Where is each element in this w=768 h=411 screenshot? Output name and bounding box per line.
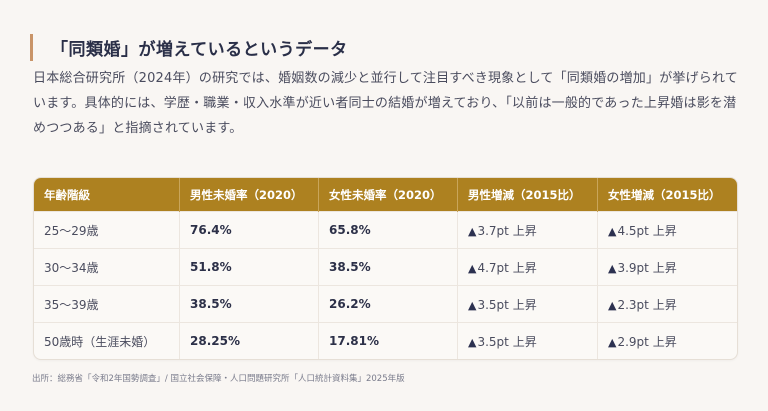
male-change-cell: ▲3.5pt 上昇 — [457, 285, 598, 323]
table-row: 35〜39歳 38.5% 26.2% ▲3.5pt 上昇 ▲2.3pt 上昇 — [34, 285, 737, 323]
header-male-rate: 男性未婚率（2020） — [179, 178, 319, 212]
male-change-cell: ▲3.7pt 上昇 — [457, 211, 598, 249]
triangle-up-icon: ▲ — [468, 298, 477, 312]
age-cell: 30〜34歳 — [34, 248, 180, 286]
header-female-rate: 女性未婚率（2020） — [318, 178, 458, 212]
female-change-value: 2.3pt 上昇 — [617, 297, 677, 312]
table-header-row: 年齢階級 男性未婚率（2020） 女性未婚率（2020） 男性増減（2015比）… — [34, 178, 737, 212]
female-rate-cell: 26.2% — [318, 285, 458, 323]
female-rate-cell: 17.81% — [318, 322, 458, 359]
intro-paragraph: 日本総合研究所（2024年）の研究では、婚姻数の減少と並行して注目すべき現象とし… — [33, 71, 739, 136]
female-change-value: 3.9pt 上昇 — [617, 260, 677, 275]
triangle-up-icon: ▲ — [608, 298, 617, 312]
male-change-cell: ▲4.7pt 上昇 — [457, 248, 598, 286]
female-rate-cell: 65.8% — [318, 211, 458, 249]
table-row: 50歳時（生涯未婚） 28.25% 17.81% ▲3.5pt 上昇 ▲2.9p… — [34, 322, 737, 359]
male-change-value: 3.5pt 上昇 — [477, 334, 537, 349]
triangle-up-icon: ▲ — [468, 335, 477, 349]
triangle-up-icon: ▲ — [608, 224, 617, 238]
header-female-change: 女性増減（2015比） — [597, 178, 737, 212]
male-rate-cell: 28.25% — [179, 322, 319, 359]
unmarried-rate-table: 年齢階級 男性未婚率（2020） 女性未婚率（2020） 男性増減（2015比）… — [33, 177, 738, 360]
female-change-cell: ▲2.9pt 上昇 — [597, 322, 737, 359]
source-note: 出所：総務省「令和2年国勢調査」/ 国立社会保障・人口問題研究所「人口統計資料集… — [32, 374, 405, 384]
section-heading: 「同類婚」が増えているというデータ — [30, 34, 348, 62]
header-male-change: 男性増減（2015比） — [457, 178, 598, 212]
triangle-up-icon: ▲ — [608, 335, 617, 349]
triangle-up-icon: ▲ — [468, 261, 477, 275]
male-rate-cell: 51.8% — [179, 248, 319, 286]
female-change-value: 4.5pt 上昇 — [617, 223, 677, 238]
header-age-group: 年齢階級 — [34, 178, 180, 212]
female-change-cell: ▲4.5pt 上昇 — [597, 211, 737, 249]
female-rate-cell: 38.5% — [318, 248, 458, 286]
female-change-value: 2.9pt 上昇 — [617, 334, 677, 349]
male-rate-cell: 76.4% — [179, 211, 319, 249]
female-change-cell: ▲3.9pt 上昇 — [597, 248, 737, 286]
male-rate-cell: 38.5% — [179, 285, 319, 323]
age-cell: 50歳時（生涯未婚） — [34, 322, 180, 359]
male-change-value: 3.7pt 上昇 — [477, 223, 537, 238]
age-cell: 25〜29歳 — [34, 211, 180, 249]
triangle-up-icon: ▲ — [608, 261, 617, 275]
triangle-up-icon: ▲ — [468, 224, 477, 238]
female-change-cell: ▲2.3pt 上昇 — [597, 285, 737, 323]
male-change-cell: ▲3.5pt 上昇 — [457, 322, 598, 359]
age-cell: 35〜39歳 — [34, 285, 180, 323]
male-change-value: 3.5pt 上昇 — [477, 297, 537, 312]
table-row: 25〜29歳 76.4% 65.8% ▲3.7pt 上昇 ▲4.5pt 上昇 — [34, 211, 737, 249]
table-row: 30〜34歳 51.8% 38.5% ▲4.7pt 上昇 ▲3.9pt 上昇 — [34, 248, 737, 286]
male-change-value: 4.7pt 上昇 — [477, 260, 537, 275]
